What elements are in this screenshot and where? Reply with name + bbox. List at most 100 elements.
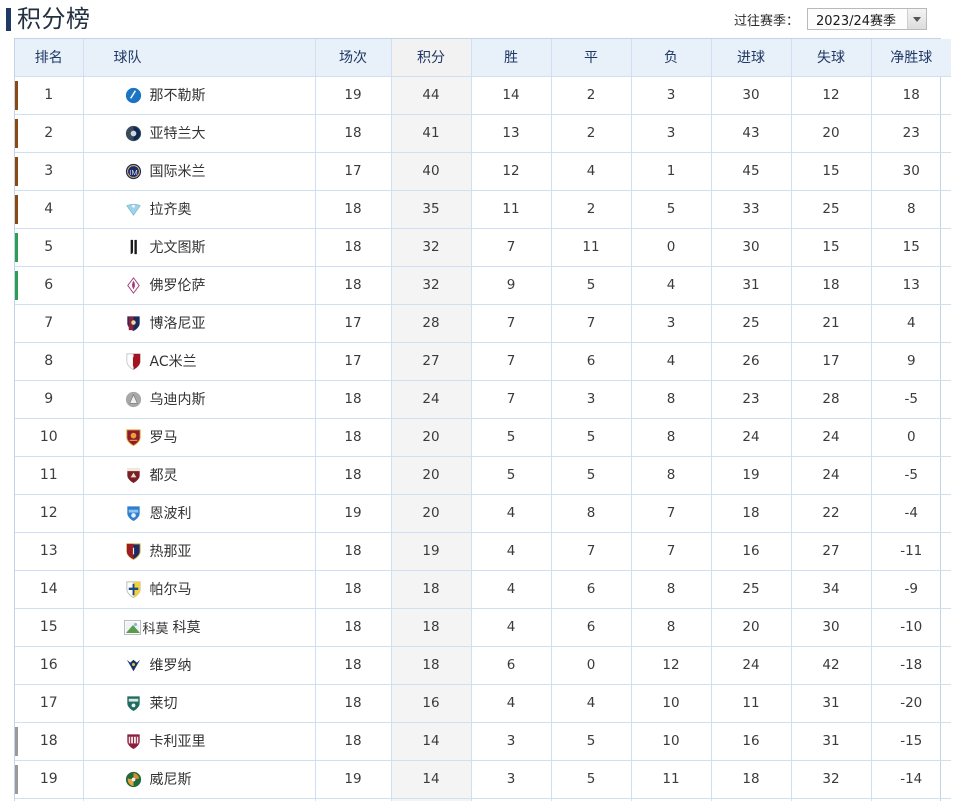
rank-number: 17 — [39, 694, 58, 711]
rank-number: 5 — [44, 238, 54, 255]
table-row[interactable]: 9 乌迪内斯 18 24 7 3 8 23 28 -5 — [15, 380, 951, 419]
table-row[interactable]: 11 都灵 18 20 5 5 8 19 24 -5 — [15, 456, 951, 495]
played-cell: 19 — [315, 760, 392, 799]
rank-cell: 3 — [15, 152, 84, 191]
goal-difference-cell: 23 — [871, 114, 951, 153]
goals-against-cell: 42 — [791, 646, 872, 685]
lost-cell: 8 — [631, 418, 712, 457]
table-row[interactable]: 17 莱切 18 16 4 4 10 11 31 -20 — [15, 684, 951, 723]
table-row[interactable]: 18 卡利亚里 18 14 3 5 10 16 31 -15 — [15, 722, 951, 761]
table-row[interactable]: 7 博洛尼亚 17 28 7 7 3 25 21 4 — [15, 304, 951, 343]
zone-indicator-bar — [15, 270, 18, 300]
column-header-played[interactable]: 场次 — [315, 39, 392, 77]
team-cell[interactable]: 拉齐奥 — [83, 190, 316, 229]
table-row[interactable]: 2 亚特兰大 18 41 13 2 3 43 20 23 — [15, 114, 951, 153]
column-header-goals-against[interactable]: 失球 — [791, 39, 872, 77]
points-cell: 20 — [391, 494, 472, 533]
won-cell: 12 — [471, 152, 552, 191]
team-logo-alt-text: 科莫 — [142, 621, 169, 637]
table-row[interactable]: 10 罗马 18 20 5 5 8 24 24 0 — [15, 418, 951, 457]
rank-cell: 17 — [15, 684, 84, 723]
goals-against-cell: 31 — [791, 684, 872, 723]
goals-against-cell: 20 — [791, 114, 872, 153]
table-row[interactable]: 13 热那亚 18 19 4 7 7 16 27 -11 — [15, 532, 951, 571]
team-cell[interactable]: 蒙扎蒙扎 — [83, 798, 316, 801]
team-cell[interactable]: AC米兰 — [83, 342, 316, 381]
chevron-down-icon[interactable] — [907, 9, 926, 29]
table-row[interactable]: 1 那不勒斯 19 44 14 2 3 30 12 18 — [15, 76, 951, 115]
won-cell: 4 — [471, 608, 552, 647]
team-name: 尤文图斯 — [149, 240, 206, 256]
column-header-drawn[interactable]: 平 — [551, 39, 632, 77]
title-wrap: 积分榜 — [6, 5, 91, 33]
team-name: 拉齐奥 — [149, 202, 192, 218]
won-cell: 6 — [471, 646, 552, 685]
goals-against-cell: 18 — [791, 266, 872, 305]
points-cell: 32 — [391, 266, 472, 305]
drawn-cell: 2 — [551, 114, 632, 153]
column-header-team[interactable]: 球队 — [83, 39, 316, 77]
drawn-cell: 2 — [551, 76, 632, 115]
goals-against-cell: 28 — [791, 380, 872, 419]
table-row[interactable]: 6 佛罗伦萨 18 32 9 5 4 31 18 13 — [15, 266, 951, 305]
won-cell: 9 — [471, 266, 552, 305]
team-cell[interactable]: 亚特兰大 — [83, 114, 316, 153]
column-header-won[interactable]: 胜 — [471, 39, 552, 77]
team-cell[interactable]: 恩波利 — [83, 494, 316, 533]
team-cell[interactable]: 博洛尼亚 — [83, 304, 316, 343]
team-cell[interactable]: 帕尔马 — [83, 570, 316, 609]
table-row[interactable]: 16 维罗纳 18 18 6 0 12 24 42 -18 — [15, 646, 951, 685]
team-cell[interactable]: 科莫 科莫 — [83, 608, 316, 647]
played-cell: 18 — [315, 722, 392, 761]
column-header-goal-difference[interactable]: 净胜球 — [871, 39, 951, 77]
table-row[interactable]: 5 尤文图斯 18 32 7 11 0 30 15 15 — [15, 228, 951, 267]
team-cell[interactable]: 维罗纳 — [83, 646, 316, 685]
season-select[interactable]: 2023/24赛季 — [807, 8, 927, 30]
table-row[interactable]: 8 AC米兰 17 27 7 6 4 26 17 9 — [15, 342, 951, 381]
column-header-lost[interactable]: 负 — [631, 39, 712, 77]
goal-difference-cell: 13 — [871, 266, 951, 305]
table-row[interactable]: 19 威尼斯 19 14 3 5 11 18 32 -14 — [15, 760, 951, 799]
won-cell: 13 — [471, 114, 552, 153]
team-name: 热那亚 — [149, 544, 192, 560]
drawn-cell: 4 — [551, 684, 632, 723]
team-cell[interactable]: 卡利亚里 — [83, 722, 316, 761]
goals-against-cell: 15 — [791, 152, 872, 191]
played-cell: 17 — [315, 304, 392, 343]
team-name: 乌迪内斯 — [149, 392, 206, 408]
goals-for-cell: 33 — [711, 190, 792, 229]
team-cell[interactable]: 都灵 — [83, 456, 316, 495]
goals-against-cell: 24 — [791, 418, 872, 457]
goals-for-cell: 24 — [711, 646, 792, 685]
team-cell[interactable]: 莱切 — [83, 684, 316, 723]
team-cell[interactable]: 罗马 — [83, 418, 316, 457]
column-header-goals-for[interactable]: 进球 — [711, 39, 792, 77]
table-row[interactable]: 15 科莫 科莫 18 18 4 6 8 20 30 -10 — [15, 608, 951, 647]
lost-cell: 8 — [631, 608, 712, 647]
team-cell[interactable]: 热那亚 — [83, 532, 316, 571]
team-cell[interactable]: 威尼斯 — [83, 760, 316, 799]
table-row[interactable]: 12 恩波利 19 20 4 8 7 18 22 -4 — [15, 494, 951, 533]
lost-cell: 7 — [631, 532, 712, 571]
table-row[interactable]: 20蒙扎蒙扎181017101625-9 — [15, 798, 951, 801]
team-cell[interactable]: 乌迪内斯 — [83, 380, 316, 419]
team-cell[interactable]: 那不勒斯 — [83, 76, 316, 115]
table-row[interactable]: 4 拉齐奥 18 35 11 2 5 33 25 8 — [15, 190, 951, 229]
goals-for-cell: 18 — [711, 760, 792, 799]
table-row[interactable]: 3 IM 国际米兰 17 40 12 4 1 45 15 30 — [15, 152, 951, 191]
drawn-cell: 5 — [551, 418, 632, 457]
column-header-points[interactable]: 积分 — [391, 39, 472, 77]
column-header-rank[interactable]: 排名 — [15, 39, 84, 77]
team-cell[interactable]: 佛罗伦萨 — [83, 266, 316, 305]
played-cell: 18 — [315, 380, 392, 419]
lazio-crest — [124, 200, 143, 219]
table-row[interactable]: 14 帕尔马 18 18 4 6 8 25 34 -9 — [15, 570, 951, 609]
played-cell: 18 — [315, 608, 392, 647]
season-selected-value: 2023/24赛季 — [816, 13, 897, 29]
goals-for-cell: 23 — [711, 380, 792, 419]
team-cell[interactable]: IM 国际米兰 — [83, 152, 316, 191]
lecce-crest — [124, 694, 143, 713]
lost-cell: 7 — [631, 494, 712, 533]
goals-against-cell: 25 — [791, 798, 872, 801]
team-cell[interactable]: 尤文图斯 — [83, 228, 316, 267]
